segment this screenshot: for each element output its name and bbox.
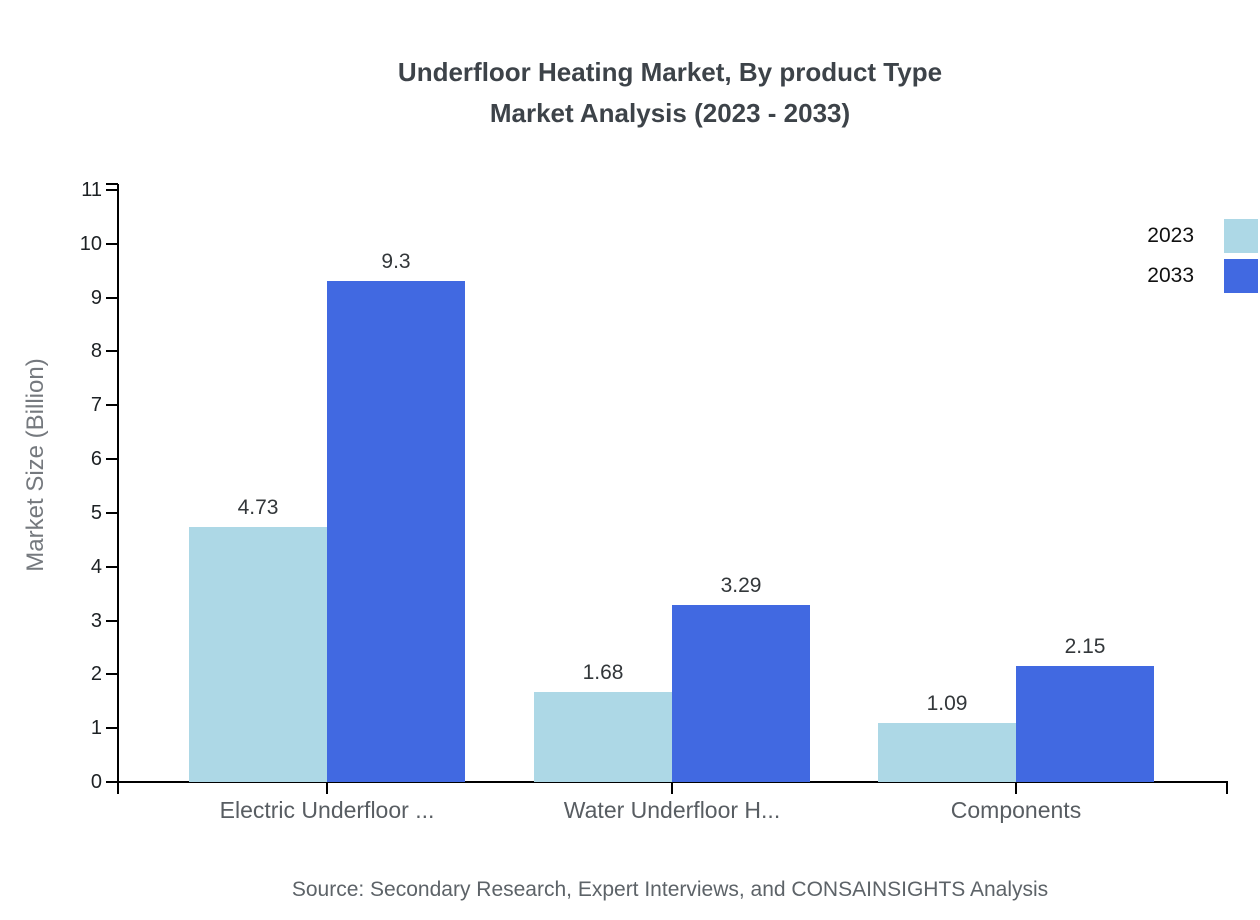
- y-tick: [106, 458, 118, 461]
- y-tick: [106, 242, 118, 245]
- bar-value-label: 3.29: [720, 573, 762, 597]
- y-tick: [106, 350, 118, 353]
- chart-title-line-1: Underfloor Heating Market, By product Ty…: [397, 57, 943, 87]
- x-tick: [117, 782, 119, 794]
- y-tick-label: 8: [90, 340, 102, 363]
- y-tick: [106, 511, 118, 514]
- chart-title: Underfloor Heating Market, By product Ty…: [80, 52, 1260, 134]
- chart-title-line-2: Market Analysis (2023 - 2033): [489, 98, 851, 128]
- y-tick-label: 5: [90, 501, 102, 524]
- y-tick: [106, 565, 118, 568]
- x-tick: [326, 782, 328, 794]
- y-tick-label: 11: [81, 179, 102, 201]
- y-tick-label: 6: [90, 448, 102, 471]
- y-tick: [106, 619, 118, 622]
- y-tick: [106, 296, 118, 299]
- legend-label: 2033: [1147, 264, 1194, 287]
- x-axis-category-label: Components: [950, 797, 1082, 823]
- y-tick-label: 7: [90, 394, 102, 417]
- y-tick-label: 9: [90, 286, 102, 309]
- legend-swatch: [1224, 259, 1258, 293]
- x-tick: [671, 782, 673, 794]
- bar-2033-2: [1016, 666, 1154, 782]
- legend-item-2023: 2023: [1147, 219, 1258, 253]
- y-tick-label: 0: [90, 771, 102, 793]
- bar-value-label: 1.68: [582, 660, 624, 684]
- x-tick: [1226, 782, 1228, 794]
- legend-item-2033: 2033: [1147, 259, 1258, 293]
- bar-value-label: 4.73: [237, 496, 279, 520]
- y-tick-label: 1: [90, 717, 102, 740]
- bar-2023-2: [878, 723, 1016, 782]
- y-tick: [106, 673, 118, 676]
- y-axis-line: [117, 184, 119, 782]
- bar-value-label: 1.09: [926, 692, 968, 716]
- y-tick-label: 10: [79, 232, 102, 255]
- bar-value-label: 9.3: [381, 250, 411, 274]
- y-tick: [106, 404, 118, 407]
- y-tick-label: 4: [90, 555, 102, 578]
- bar-2023-1: [534, 691, 672, 782]
- legend-label: 2023: [1147, 224, 1194, 247]
- y-tick: [106, 727, 118, 730]
- y-tick: [106, 781, 118, 783]
- legend: 2023 2033: [1147, 219, 1258, 299]
- y-tick-label: 3: [90, 609, 102, 632]
- bar-2023-0: [189, 527, 327, 782]
- legend-swatch: [1224, 219, 1258, 253]
- y-tick: [106, 189, 118, 191]
- y-tick-label: 2: [90, 663, 102, 686]
- x-axis-category-label: Water Underfloor H...: [563, 797, 781, 823]
- x-axis-category-label: Electric Underfloor ...: [219, 797, 435, 823]
- source-note: Source: Secondary Research, Expert Inter…: [291, 878, 1049, 901]
- bar-2033-1: [672, 604, 810, 782]
- x-axis-line: [107, 781, 1228, 783]
- x-tick: [1015, 782, 1017, 794]
- bar-2033-0: [327, 281, 465, 782]
- y-axis-endcap-tick: [106, 183, 118, 185]
- bar-value-label: 2.15: [1064, 635, 1106, 659]
